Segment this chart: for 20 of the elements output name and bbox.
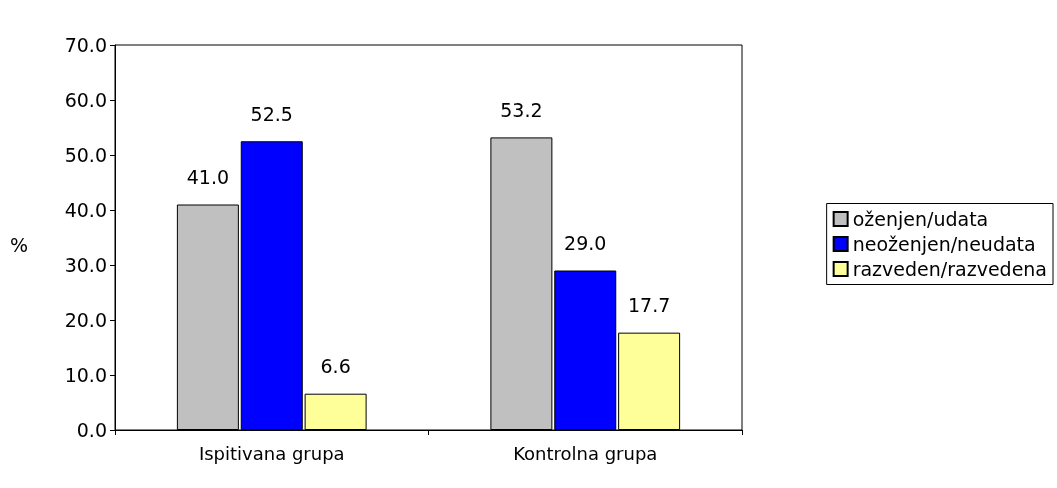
legend-label: oženjen/udata [852,208,989,230]
x-tick-label: Ispitivana grupa [198,442,345,464]
y-tick-label: 10.0 [64,364,107,386]
data-label: 53.2 [500,98,543,121]
y-tick-label: 20.0 [64,309,107,331]
data-label: 41.0 [186,166,230,188]
y-tick-label: 0.0 [76,419,107,441]
y-tick-label: 40.0 [64,199,107,221]
x-tick-label: Kontrolna grupa [513,442,658,464]
data-label: 17.7 [627,294,671,317]
data-label: 29.0 [564,232,607,254]
data-label: 6.6 [320,355,351,378]
y-tick-label: 60.0 [64,89,107,111]
y-tick-label: 50.0 [64,144,107,166]
data-label: 52.5 [250,102,293,125]
legend-label: razveden/razvedena [852,258,1048,280]
legend-label: neoženjen/neudata [852,233,1036,255]
y-tick-label: 70.0 [64,34,107,56]
y-tick-label: 30.0 [64,254,107,276]
y-axis-title: % [10,233,29,256]
